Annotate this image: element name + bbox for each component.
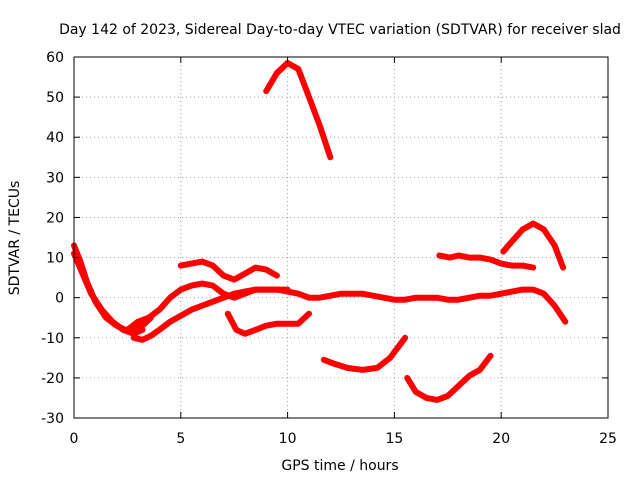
- grid-lines: [74, 57, 608, 418]
- y-tick-label: 20: [46, 210, 64, 226]
- series-arc-7: [263, 60, 334, 161]
- y-tick-label: 30: [46, 170, 64, 186]
- y-tick-label: -20: [41, 371, 64, 387]
- plot-frame: [73, 56, 609, 419]
- series-arc-4: [130, 286, 291, 343]
- x-tick-label: 25: [599, 431, 617, 447]
- series-arc-3: [124, 280, 569, 333]
- series-arc-5: [177, 258, 280, 283]
- series-arc-9: [404, 352, 494, 403]
- x-tick-label: 10: [279, 431, 297, 447]
- y-tick-label: -10: [41, 331, 64, 347]
- y-tick-label: 60: [46, 50, 64, 66]
- chart-title: Day 142 of 2023, Sidereal Day-to-day VTE…: [59, 22, 621, 38]
- x-tick-label: 15: [385, 431, 403, 447]
- x-tick-label: 20: [492, 431, 510, 447]
- series-arc-11: [500, 220, 567, 271]
- y-tick-label: 50: [46, 90, 64, 106]
- series-arc-8: [320, 334, 409, 373]
- series-arc-2: [71, 250, 146, 337]
- x-tick-label: 5: [176, 431, 185, 447]
- y-tick-label: 0: [55, 291, 64, 307]
- y-tick-label: 10: [46, 251, 64, 267]
- y-tick-label: 40: [46, 130, 64, 146]
- axis-ticks: 0 5 10 15 20 25 -30 -20 -10 0 10 20 30 40 50 60: [41, 50, 617, 447]
- y-tick-label: -30: [41, 411, 64, 427]
- series-arc-6: [224, 310, 312, 337]
- x-axis-label: GPS time / hours: [281, 458, 398, 474]
- series-arc-10: [436, 252, 537, 271]
- x-tick-label: 0: [70, 431, 79, 447]
- y-axis-label: SDTVAR / TECUs: [7, 181, 23, 296]
- data-series: [71, 60, 569, 403]
